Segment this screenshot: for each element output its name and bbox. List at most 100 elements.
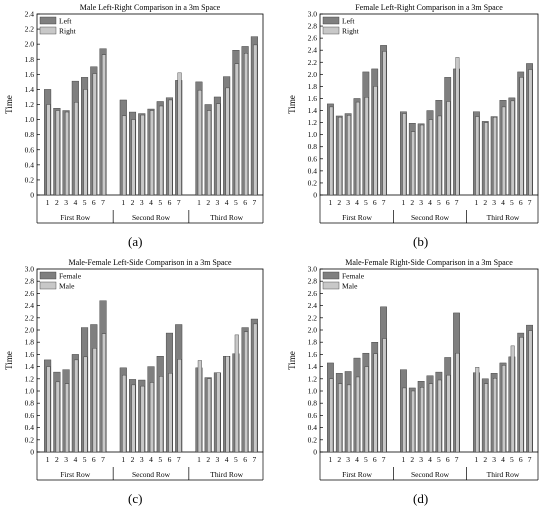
chart-title: Male-Female Left-Side Comparison in a 3m… [68, 258, 232, 267]
bar-series-b [131, 119, 136, 196]
x-tick-label: 6 [92, 198, 96, 207]
legend-label: Male [59, 282, 75, 291]
bar-series-b [207, 378, 212, 453]
x-tick-label: 7 [101, 198, 105, 207]
legend-swatch [39, 26, 57, 35]
panel-label-a: (a) [128, 234, 143, 249]
bar-series-b [159, 376, 164, 453]
x-tick-label: 3 [492, 455, 496, 464]
x-tick-label: 2 [410, 455, 414, 464]
y-tick-label: 0.8 [308, 399, 318, 408]
y-tick-label: 2.0 [308, 326, 318, 335]
x-tick-label: 2 [206, 455, 210, 464]
x-tick-label: 6 [168, 455, 172, 464]
x-tick-label: 1 [197, 198, 201, 207]
y-tick-label: 1.0 [308, 387, 318, 396]
bar-series-b [101, 54, 106, 196]
group-label: Third Row [210, 213, 243, 222]
chart-c-svg: Male-Female Left-Side Comparison in a 3m… [4, 258, 264, 481]
legend-swatch [322, 26, 340, 35]
x-tick-label: 4 [428, 198, 432, 207]
bar-series-b [510, 100, 515, 196]
bar-series-b [493, 377, 497, 453]
x-tick-label: 2 [483, 455, 487, 464]
x-tick-label: 7 [177, 455, 181, 464]
x-tick-label: 1 [475, 455, 479, 464]
panel-label-d: (d) [413, 491, 429, 506]
x-tick-label: 3 [346, 455, 350, 464]
bar-series-b [347, 384, 351, 453]
y-tick-label: 0 [30, 448, 34, 457]
group-label: First Row [60, 213, 90, 222]
bar-series-b [92, 348, 97, 453]
bar-series-b [140, 385, 145, 453]
x-tick-label: 5 [234, 198, 238, 207]
bar-series-b [216, 103, 221, 196]
x-tick-label: 4 [73, 198, 77, 207]
legend-label: Female [59, 272, 82, 281]
y-tick-label: 3.0 [308, 10, 318, 19]
y-tick-label: 0.8 [308, 142, 318, 151]
bar-series-b [149, 382, 154, 453]
y-tick-label: 0.6 [308, 411, 318, 420]
y-tick-label: 0.6 [308, 154, 318, 163]
bar-series-b [83, 356, 88, 453]
x-tick-label: 3 [140, 198, 144, 207]
y-axis-label: Time [287, 351, 297, 370]
bar-series-b [329, 106, 334, 196]
y-tick-label: 1.6 [308, 350, 318, 359]
y-tick-label: 2.0 [25, 326, 35, 335]
bar-series-b [355, 376, 360, 453]
x-tick-label: 4 [225, 198, 229, 207]
panel-label-c: (c) [128, 491, 143, 506]
x-tick-label: 4 [225, 455, 229, 464]
x-tick-label: 5 [437, 198, 441, 207]
bar-series-b [411, 390, 416, 453]
y-tick-label: 2.6 [25, 289, 35, 298]
x-tick-label: 2 [337, 198, 341, 207]
y-tick-label: 2.6 [308, 34, 318, 43]
x-tick-label: 7 [528, 198, 532, 207]
group-label: Second Row [411, 470, 450, 479]
x-tick-label: 3 [216, 455, 220, 464]
y-tick-label: 0.4 [308, 166, 318, 175]
x-tick-label: 3 [64, 455, 68, 464]
y-tick-label: 0.2 [25, 175, 35, 184]
y-tick-label: 0.4 [308, 423, 318, 432]
chart-a-svg: Male Left-Right Comparison in a 3m Space… [4, 3, 264, 224]
y-axis-label: Time [4, 95, 14, 114]
group-label: Third Row [487, 470, 520, 479]
x-tick-label: 7 [455, 455, 459, 464]
x-tick-label: 6 [243, 198, 247, 207]
bar-series-b [382, 51, 387, 196]
y-tick-label: 1.4 [25, 85, 35, 94]
bar-series-b [420, 124, 424, 196]
bar-series-b [131, 384, 136, 453]
group-label: First Row [60, 470, 90, 479]
x-tick-label: 6 [519, 455, 523, 464]
y-tick-label: 0.8 [25, 399, 35, 408]
bar-series-b [446, 101, 451, 196]
x-tick-label: 5 [364, 198, 368, 207]
chart-panel-d: Male-Female Right-Side Comparison in a 3… [275, 255, 550, 487]
y-tick-label: 0.4 [25, 423, 35, 432]
x-tick-label: 1 [46, 455, 50, 464]
x-tick-label: 3 [64, 198, 68, 207]
group-label: Second Row [132, 213, 171, 222]
x-tick-label: 2 [131, 455, 135, 464]
bar-series-b [122, 115, 127, 196]
bar-series-b [244, 53, 249, 196]
bar-series-b [149, 110, 154, 196]
bar-series-b [177, 359, 182, 453]
x-tick-label: 6 [446, 455, 450, 464]
bar-series-b [46, 104, 51, 196]
y-tick-label: 1.4 [25, 362, 35, 371]
bar-series-b [338, 383, 343, 453]
legend-swatch [39, 281, 57, 290]
x-tick-label: 5 [437, 455, 441, 464]
chart-d-svg: Male-Female Right-Side Comparison in a 3… [287, 258, 539, 481]
x-tick-label: 4 [428, 455, 432, 464]
x-tick-label: 1 [402, 455, 406, 464]
y-tick-label: 2.8 [308, 277, 318, 286]
bar-series-b [428, 119, 433, 196]
